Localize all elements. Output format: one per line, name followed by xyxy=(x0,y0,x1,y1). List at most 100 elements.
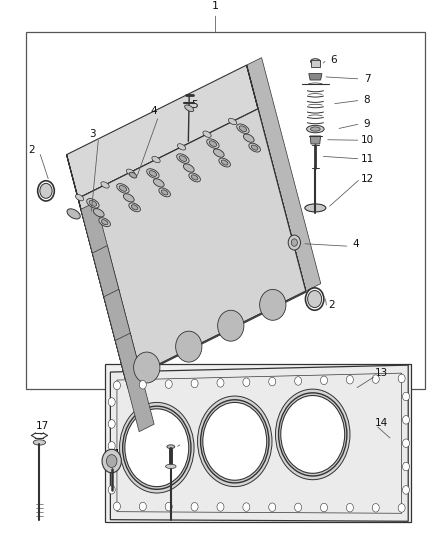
Circle shape xyxy=(113,381,120,390)
Ellipse shape xyxy=(311,127,320,131)
Ellipse shape xyxy=(38,181,54,201)
Ellipse shape xyxy=(185,105,194,111)
Text: 11: 11 xyxy=(360,154,374,164)
Text: 4: 4 xyxy=(151,106,158,116)
Polygon shape xyxy=(247,58,321,291)
Text: 14: 14 xyxy=(375,418,389,427)
Text: 2: 2 xyxy=(28,146,35,155)
Text: 8: 8 xyxy=(364,95,371,105)
Ellipse shape xyxy=(305,288,324,310)
Circle shape xyxy=(295,377,302,385)
Ellipse shape xyxy=(166,464,176,469)
Text: 7: 7 xyxy=(364,74,371,84)
Circle shape xyxy=(321,376,328,385)
Ellipse shape xyxy=(177,144,186,150)
Text: 4: 4 xyxy=(352,239,359,249)
Text: 3: 3 xyxy=(89,130,96,139)
Text: 16: 16 xyxy=(114,449,127,459)
Circle shape xyxy=(108,419,115,428)
Circle shape xyxy=(217,503,224,511)
Ellipse shape xyxy=(237,124,249,133)
Circle shape xyxy=(281,395,345,473)
Circle shape xyxy=(243,503,250,511)
Ellipse shape xyxy=(40,183,52,198)
Circle shape xyxy=(403,486,410,494)
Ellipse shape xyxy=(249,143,261,152)
Polygon shape xyxy=(81,202,120,301)
Polygon shape xyxy=(105,364,411,522)
Circle shape xyxy=(108,486,115,494)
Text: 5: 5 xyxy=(191,100,198,109)
Ellipse shape xyxy=(147,169,159,178)
Circle shape xyxy=(403,462,410,471)
Polygon shape xyxy=(104,289,143,388)
Polygon shape xyxy=(126,291,306,382)
Ellipse shape xyxy=(129,172,137,178)
Ellipse shape xyxy=(239,126,247,132)
Circle shape xyxy=(269,503,276,512)
Bar xyxy=(26,32,425,389)
Polygon shape xyxy=(309,74,322,80)
Ellipse shape xyxy=(311,59,320,64)
Ellipse shape xyxy=(307,125,324,133)
Circle shape xyxy=(120,402,194,493)
Ellipse shape xyxy=(33,440,46,445)
Ellipse shape xyxy=(228,118,237,125)
Circle shape xyxy=(279,393,347,476)
Text: 9: 9 xyxy=(364,119,371,128)
Ellipse shape xyxy=(191,175,198,180)
Ellipse shape xyxy=(161,190,168,195)
Polygon shape xyxy=(92,246,131,344)
Ellipse shape xyxy=(87,199,99,208)
Circle shape xyxy=(125,409,189,487)
Circle shape xyxy=(108,398,115,406)
Circle shape xyxy=(346,503,353,512)
Polygon shape xyxy=(78,109,306,381)
Ellipse shape xyxy=(167,445,175,449)
Ellipse shape xyxy=(219,158,230,167)
Text: 2: 2 xyxy=(328,300,336,310)
Circle shape xyxy=(321,503,328,512)
Polygon shape xyxy=(67,155,131,402)
Polygon shape xyxy=(110,365,408,521)
Circle shape xyxy=(198,396,272,487)
Circle shape xyxy=(403,416,410,424)
Circle shape xyxy=(123,406,191,489)
Text: 15: 15 xyxy=(181,437,194,446)
Circle shape xyxy=(295,503,302,512)
Ellipse shape xyxy=(213,149,224,157)
Circle shape xyxy=(165,380,172,389)
Polygon shape xyxy=(117,373,402,513)
Polygon shape xyxy=(67,65,258,198)
Circle shape xyxy=(139,381,146,389)
Ellipse shape xyxy=(75,195,84,201)
Ellipse shape xyxy=(149,171,157,176)
Circle shape xyxy=(217,378,224,387)
Ellipse shape xyxy=(184,164,194,172)
Circle shape xyxy=(398,374,405,383)
Ellipse shape xyxy=(159,188,170,197)
Ellipse shape xyxy=(221,160,228,165)
Ellipse shape xyxy=(209,141,217,147)
Ellipse shape xyxy=(89,200,97,206)
Circle shape xyxy=(191,503,198,511)
Circle shape xyxy=(191,379,198,387)
Ellipse shape xyxy=(177,154,189,163)
Ellipse shape xyxy=(117,184,129,193)
Ellipse shape xyxy=(189,173,201,182)
Polygon shape xyxy=(310,136,321,144)
Circle shape xyxy=(139,502,146,511)
Circle shape xyxy=(403,392,410,401)
Ellipse shape xyxy=(305,204,326,212)
Polygon shape xyxy=(67,155,84,220)
Circle shape xyxy=(113,502,120,511)
Text: 6: 6 xyxy=(330,55,337,65)
Circle shape xyxy=(291,239,297,246)
Polygon shape xyxy=(311,60,320,67)
Circle shape xyxy=(201,400,269,483)
Polygon shape xyxy=(78,109,258,198)
Circle shape xyxy=(346,375,353,384)
Text: 12: 12 xyxy=(360,174,374,183)
Ellipse shape xyxy=(124,193,134,202)
Ellipse shape xyxy=(67,209,80,219)
